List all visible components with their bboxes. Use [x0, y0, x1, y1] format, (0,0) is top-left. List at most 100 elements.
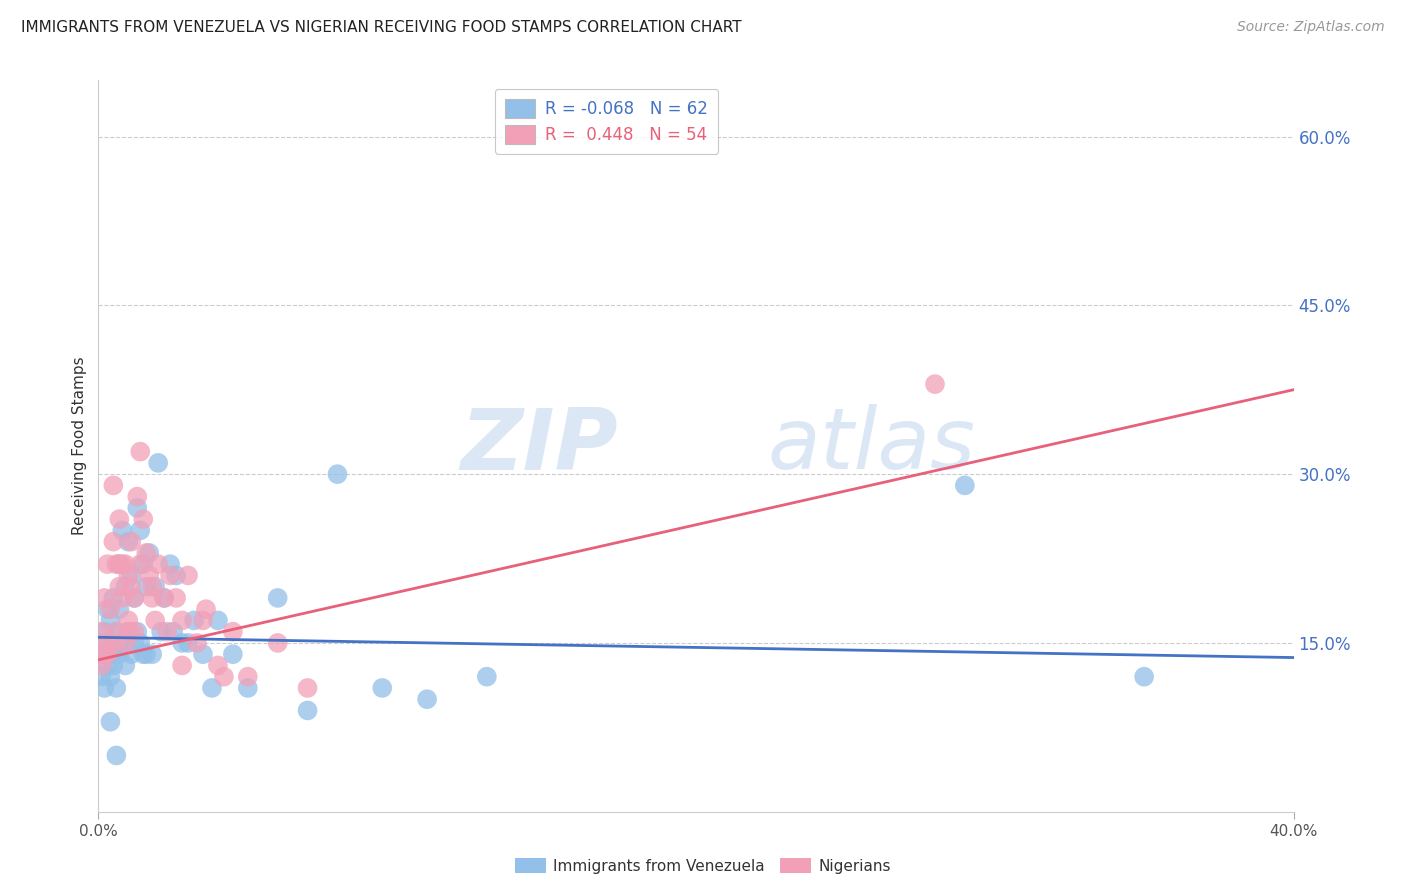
Point [103, 534, 125, 549]
Point [114, 658, 136, 673]
Text: atlas: atlas [768, 404, 976, 488]
Point [117, 624, 139, 639]
Point [201, 681, 224, 695]
Text: ZIP: ZIP [461, 404, 619, 488]
Point [98, 714, 122, 729]
Point [124, 591, 146, 605]
Point [103, 478, 125, 492]
Point [103, 647, 125, 661]
Point [127, 624, 149, 639]
Point [117, 624, 139, 639]
Point [114, 557, 136, 571]
Point [141, 647, 163, 661]
Point [96, 658, 118, 673]
Point [120, 534, 142, 549]
Point [98, 602, 122, 616]
Point [207, 614, 229, 628]
Point [96, 636, 118, 650]
Point [111, 557, 134, 571]
Point [267, 591, 290, 605]
Point [172, 658, 194, 673]
Point [177, 568, 200, 582]
Point [117, 534, 139, 549]
Point [953, 478, 976, 492]
Point [132, 512, 155, 526]
Point [120, 568, 142, 582]
Point [159, 557, 181, 571]
Point [172, 614, 194, 628]
Point [96, 602, 118, 616]
Point [135, 647, 157, 661]
Point [172, 636, 194, 650]
Point [93, 647, 115, 661]
Point [236, 681, 259, 695]
Point [96, 636, 118, 650]
Point [90, 670, 112, 684]
Point [111, 636, 134, 650]
Point [191, 614, 214, 628]
Point [129, 524, 152, 538]
Point [165, 568, 187, 582]
Legend: Immigrants from Venezuela, Nigerians: Immigrants from Venezuela, Nigerians [509, 852, 897, 880]
Point [475, 670, 498, 684]
Point [114, 580, 136, 594]
Point [924, 377, 946, 392]
Point [108, 647, 131, 661]
Point [129, 444, 152, 458]
Point [93, 681, 115, 695]
Point [138, 546, 160, 560]
Point [297, 703, 319, 717]
Point [191, 647, 214, 661]
Point [132, 557, 155, 571]
Point [153, 591, 176, 605]
Point [165, 591, 187, 605]
Point [1133, 670, 1156, 684]
Point [150, 624, 173, 639]
Point [117, 568, 139, 582]
Point [135, 546, 157, 560]
Point [143, 614, 166, 628]
Point [236, 670, 259, 684]
Point [183, 614, 205, 628]
Point [416, 692, 439, 706]
Point [108, 512, 131, 526]
Point [148, 456, 170, 470]
Point [93, 624, 115, 639]
Point [90, 647, 112, 661]
Point [186, 636, 208, 650]
Point [177, 636, 200, 650]
Point [132, 647, 155, 661]
Point [90, 658, 112, 673]
Point [138, 568, 160, 582]
Point [129, 636, 152, 650]
Point [326, 467, 349, 482]
Point [207, 658, 229, 673]
Point [117, 614, 139, 628]
Point [371, 681, 394, 695]
Point [90, 624, 112, 639]
Point [129, 557, 152, 571]
Point [103, 658, 125, 673]
Point [114, 636, 136, 650]
Point [120, 580, 142, 594]
Point [96, 647, 118, 661]
Legend: R = -0.068   N = 62, R =  0.448   N = 54: R = -0.068 N = 62, R = 0.448 N = 54 [495, 88, 718, 153]
Point [93, 591, 115, 605]
Point [108, 557, 131, 571]
Point [108, 602, 131, 616]
Point [127, 490, 149, 504]
Point [143, 580, 166, 594]
Point [127, 500, 149, 515]
Point [96, 557, 118, 571]
Point [141, 580, 163, 594]
Point [195, 602, 218, 616]
Point [108, 580, 131, 594]
Point [111, 524, 134, 538]
Point [105, 748, 128, 763]
Point [162, 624, 184, 639]
Point [105, 624, 128, 639]
Point [124, 591, 146, 605]
Point [105, 624, 128, 639]
Point [297, 681, 319, 695]
Point [153, 591, 176, 605]
